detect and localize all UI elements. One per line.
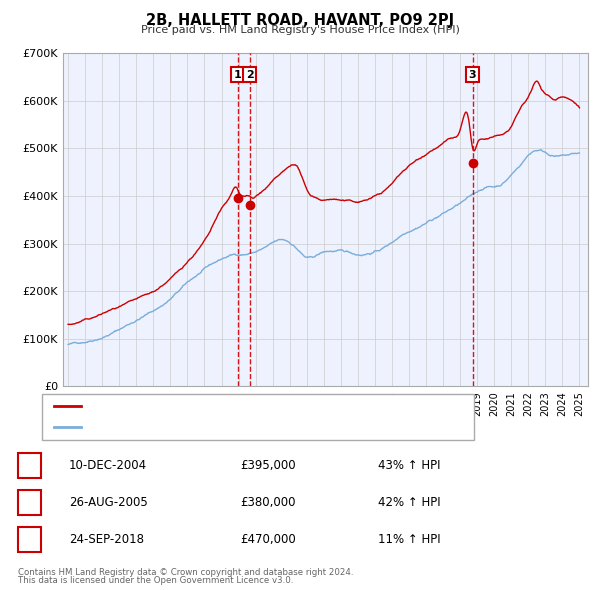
Text: Contains HM Land Registry data © Crown copyright and database right 2024.: Contains HM Land Registry data © Crown c… <box>18 568 353 577</box>
Text: 2B, HALLETT ROAD, HAVANT, PO9 2PJ (detached house): 2B, HALLETT ROAD, HAVANT, PO9 2PJ (detac… <box>87 401 377 411</box>
Text: Price paid vs. HM Land Registry's House Price Index (HPI): Price paid vs. HM Land Registry's House … <box>140 25 460 35</box>
Text: 1: 1 <box>233 70 241 80</box>
Text: 43% ↑ HPI: 43% ↑ HPI <box>378 458 440 472</box>
Text: 26-AUG-2005: 26-AUG-2005 <box>69 496 148 509</box>
Text: 42% ↑ HPI: 42% ↑ HPI <box>378 496 440 509</box>
Text: 2B, HALLETT ROAD, HAVANT, PO9 2PJ: 2B, HALLETT ROAD, HAVANT, PO9 2PJ <box>146 13 454 28</box>
Text: 3: 3 <box>25 533 34 546</box>
Text: 1: 1 <box>25 458 34 472</box>
Text: 10-DEC-2004: 10-DEC-2004 <box>69 458 147 472</box>
Text: £380,000: £380,000 <box>240 496 296 509</box>
Text: £470,000: £470,000 <box>240 533 296 546</box>
Text: 3: 3 <box>469 70 476 80</box>
Text: 11% ↑ HPI: 11% ↑ HPI <box>378 533 440 546</box>
Text: HPI: Average price, detached house, Havant: HPI: Average price, detached house, Hava… <box>87 422 317 432</box>
Text: £395,000: £395,000 <box>240 458 296 472</box>
Text: 24-SEP-2018: 24-SEP-2018 <box>69 533 144 546</box>
Text: 2: 2 <box>25 496 34 509</box>
Text: 2: 2 <box>246 70 254 80</box>
Text: This data is licensed under the Open Government Licence v3.0.: This data is licensed under the Open Gov… <box>18 576 293 585</box>
